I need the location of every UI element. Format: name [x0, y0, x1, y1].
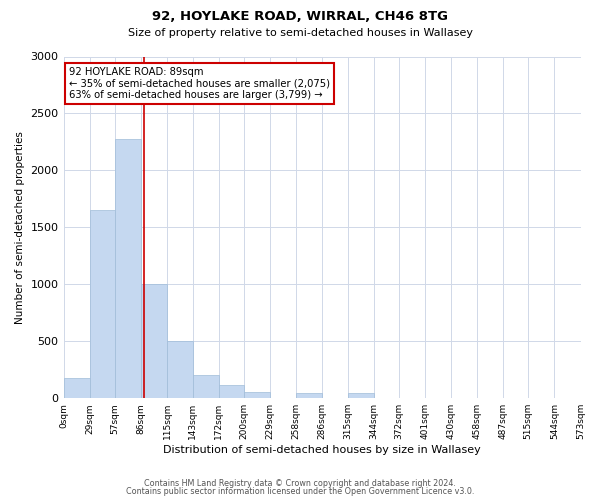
Bar: [193, 375, 219, 398]
Bar: [90, 210, 115, 398]
Bar: [141, 284, 167, 398]
Bar: [244, 392, 270, 398]
Text: 92, HOYLAKE ROAD, WIRRAL, CH46 8TG: 92, HOYLAKE ROAD, WIRRAL, CH46 8TG: [152, 10, 448, 23]
Bar: [348, 392, 374, 398]
Bar: [296, 392, 322, 398]
Text: Size of property relative to semi-detached houses in Wallasey: Size of property relative to semi-detach…: [128, 28, 473, 38]
Bar: [64, 378, 90, 398]
Bar: [167, 340, 193, 398]
Text: 92 HOYLAKE ROAD: 89sqm
← 35% of semi-detached houses are smaller (2,075)
63% of : 92 HOYLAKE ROAD: 89sqm ← 35% of semi-det…: [69, 67, 330, 100]
Bar: [115, 139, 141, 398]
Y-axis label: Number of semi-detached properties: Number of semi-detached properties: [15, 131, 25, 324]
Text: Contains public sector information licensed under the Open Government Licence v3: Contains public sector information licen…: [126, 487, 474, 496]
X-axis label: Distribution of semi-detached houses by size in Wallasey: Distribution of semi-detached houses by …: [163, 445, 481, 455]
Bar: [219, 385, 244, 398]
Text: Contains HM Land Registry data © Crown copyright and database right 2024.: Contains HM Land Registry data © Crown c…: [144, 478, 456, 488]
